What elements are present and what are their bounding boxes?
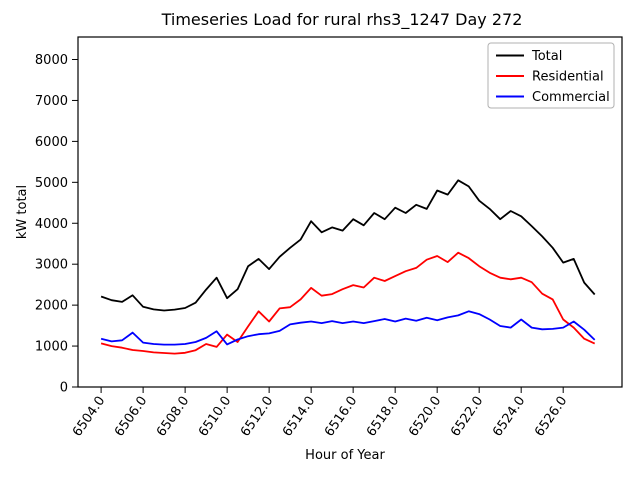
x-tick-label: 6516.0 [322, 394, 360, 440]
series-line-total [100, 179, 596, 312]
y-axis-ticks: 0 1000 2000 3000 4000 5000 6000 7000 8000 [35, 53, 78, 396]
series-lines [100, 179, 596, 355]
y-tick-label: 0 [60, 381, 68, 396]
x-tick-label: 6508.0 [154, 394, 192, 440]
x-tick-label: 6524.0 [490, 394, 528, 440]
series-line-commercial [100, 310, 596, 346]
x-tick-label: 6526.0 [532, 394, 570, 440]
y-axis-label: kW total [15, 185, 30, 239]
x-tick-label: 6518.0 [364, 394, 402, 440]
legend-label-commercial: Commercial [532, 90, 610, 105]
x-tick-label: 6512.0 [238, 394, 276, 440]
x-tick-label: 6514.0 [280, 394, 318, 440]
y-tick-label: 8000 [35, 53, 68, 68]
x-tick-label: 6506.0 [112, 394, 150, 440]
legend-label-residential: Residential [532, 70, 604, 85]
x-tick-label: 6504.0 [70, 394, 108, 440]
x-axis-label: Hour of Year [305, 448, 385, 463]
plot-frame [77, 36, 623, 388]
y-tick-label: 5000 [35, 176, 68, 191]
x-tick-label: 6522.0 [448, 394, 486, 440]
series-line-residential [100, 251, 596, 355]
legend: Total Residential Commercial [487, 42, 615, 109]
legend-box [487, 42, 615, 109]
y-tick-label: 3000 [35, 258, 68, 273]
y-tick-label: 4000 [35, 217, 68, 232]
y-tick-label: 6000 [35, 135, 68, 150]
y-tick-label: 7000 [35, 94, 68, 109]
x-axis-ticks: 6504.0 6506.0 6508.0 6510.0 6512.0 6514.0 6516… [70, 387, 570, 440]
x-tick-label: 6510.0 [196, 394, 234, 440]
chart-title: Timeseries Load for rural rhs3_1247 Day … [161, 10, 523, 30]
legend-label-total: Total [531, 49, 562, 64]
y-tick-label: 1000 [35, 340, 68, 355]
x-tick-label: 6520.0 [406, 394, 444, 440]
y-tick-label: 2000 [35, 299, 68, 314]
